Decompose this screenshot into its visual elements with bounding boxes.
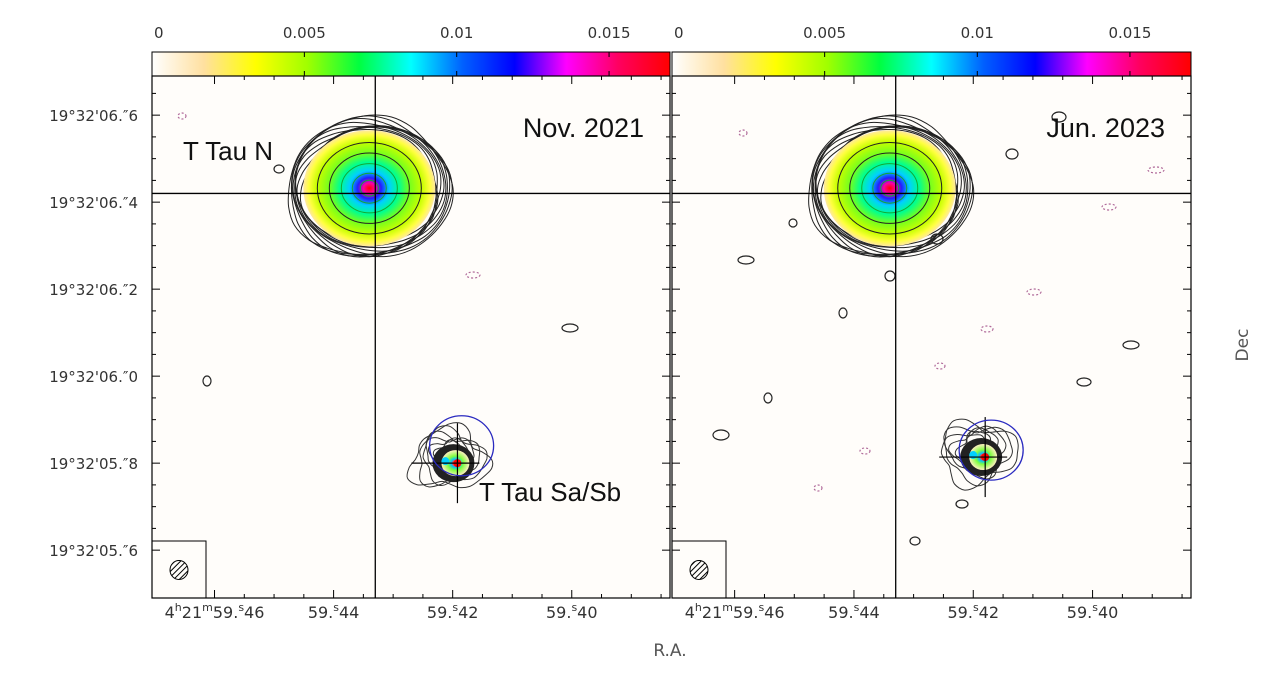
noise-contour bbox=[273, 164, 285, 174]
y-tick-label: 19°32'06.″2 bbox=[49, 281, 138, 299]
colorbar-tick-label: 0.005 bbox=[803, 24, 846, 42]
source-sb bbox=[969, 451, 978, 460]
colorbar-tick-label: 0.005 bbox=[283, 24, 326, 42]
x-axis-label: R.A. bbox=[653, 641, 686, 661]
y-tick-label: 19°32'06.″0 bbox=[49, 368, 138, 386]
y-tick-label: 19°32'06.″4 bbox=[49, 194, 138, 212]
y-tick-label: 19°32'05.″6 bbox=[49, 542, 138, 560]
noise-contour bbox=[1076, 377, 1092, 387]
plot-area bbox=[672, 76, 1191, 598]
x-tick-label: 4h21m59.s46 bbox=[685, 601, 785, 622]
x-tick-label: 59.s44 bbox=[828, 601, 880, 622]
contour-s bbox=[944, 425, 1007, 480]
colorbar-1 bbox=[671, 51, 1192, 77]
colorbar-tick-label: 0 bbox=[154, 24, 164, 42]
noise-contour bbox=[980, 325, 994, 333]
noise-contour bbox=[737, 255, 755, 265]
contour-s bbox=[406, 422, 494, 489]
panel-title: Jun. 2023 bbox=[1046, 113, 1165, 143]
noise-contour bbox=[788, 218, 798, 228]
noise-contour bbox=[763, 392, 773, 404]
beam-ellipse bbox=[169, 560, 189, 580]
y-tick-labels: 19°32'06.″6 19°32'06.″4 19°32'06.″2 19°32'0… bbox=[49, 107, 138, 560]
source-t-tau-n bbox=[303, 130, 436, 247]
x-tick-labels: 4h21m59.s46 59.s44 59.s42 59.s40 4h21m59.s46… bbox=[165, 601, 1119, 622]
panel-title: Nov. 2021 bbox=[523, 113, 644, 143]
source-t-tau-n bbox=[823, 130, 956, 247]
colorbar-tick-label: 0.01 bbox=[961, 24, 994, 42]
orbit-ellipse bbox=[428, 415, 495, 477]
orbit-ellipse bbox=[958, 419, 1024, 481]
noise-contour bbox=[813, 484, 823, 492]
plot-frame bbox=[151, 75, 671, 599]
contour-n bbox=[816, 126, 958, 247]
beam-ellipse bbox=[689, 560, 709, 580]
contour-n bbox=[296, 126, 437, 247]
panel-jun-2023: Jun. 2023 bbox=[671, 75, 1192, 599]
contour-n bbox=[294, 125, 438, 249]
contour-n-inner bbox=[340, 163, 398, 214]
x-tick-label: 59.s42 bbox=[427, 601, 479, 622]
contour-n-inner bbox=[849, 152, 931, 224]
contour-n-inner bbox=[880, 179, 900, 197]
contour-n-inner bbox=[316, 141, 422, 235]
panel-nov-2021: Nov. 2021 T Tau N T Tau Sa/Sb bbox=[151, 75, 671, 599]
colorbar-tick-label: 0.015 bbox=[588, 24, 631, 42]
plot-frame bbox=[671, 75, 1192, 599]
contour-n bbox=[815, 125, 959, 249]
noise-contour bbox=[177, 112, 187, 120]
colorbar-tick-label: 0.015 bbox=[1108, 24, 1151, 42]
noise-contour bbox=[1101, 203, 1117, 211]
contour-n bbox=[290, 115, 453, 255]
noise-contour bbox=[712, 429, 730, 441]
x-tick-label: 4h21m59.s46 bbox=[165, 601, 265, 622]
x-tick-label: 59.s40 bbox=[546, 601, 598, 622]
noise-contour bbox=[1005, 148, 1019, 160]
contour-n bbox=[808, 114, 975, 258]
x-tick-label: 59.s44 bbox=[308, 601, 360, 622]
noise-contour bbox=[202, 375, 212, 387]
plot-area bbox=[152, 76, 670, 598]
contour-n-inner bbox=[351, 172, 387, 204]
contour-n-inner bbox=[861, 163, 919, 214]
noise-contour bbox=[465, 271, 481, 279]
contour-n-inner bbox=[359, 179, 379, 197]
noise-contour bbox=[1147, 166, 1165, 174]
noise-contour bbox=[838, 307, 848, 319]
x-tick-label: 59.s42 bbox=[947, 601, 999, 622]
label-t-tau-s: T Tau Sa/Sb bbox=[479, 477, 621, 507]
contour-n-inner bbox=[872, 172, 908, 204]
noise-contour bbox=[909, 536, 921, 546]
noise-contour bbox=[955, 499, 969, 509]
noise-contour bbox=[859, 447, 871, 455]
y-axis-label: Dec bbox=[1233, 329, 1253, 362]
y-tick-label: 19°32'05.″8 bbox=[49, 455, 138, 473]
noise-contour bbox=[884, 270, 896, 282]
noise-contour bbox=[934, 362, 946, 370]
x-tick-label: 59.s40 bbox=[1067, 601, 1119, 622]
noise-contour bbox=[561, 323, 579, 333]
label-t-tau-n: T Tau N bbox=[183, 136, 273, 166]
contour-n-inner bbox=[328, 152, 410, 224]
noise-contour bbox=[1026, 288, 1042, 296]
noise-contour bbox=[1051, 111, 1067, 123]
noise-contour bbox=[1122, 340, 1140, 350]
colorbars: 0 0.005 0.01 0.015 0 0.005 0.01 0.015 bbox=[151, 24, 1192, 77]
contour-n-inner bbox=[837, 141, 943, 235]
y-tick-label: 19°32'06.″6 bbox=[49, 107, 138, 125]
contour-n bbox=[287, 114, 454, 258]
source-sb bbox=[441, 457, 450, 466]
colorbar-tick-label: 0 bbox=[674, 24, 684, 42]
noise-contour bbox=[738, 129, 748, 137]
colorbar-tick-label: 0.01 bbox=[440, 24, 473, 42]
colorbar-0 bbox=[151, 51, 671, 77]
contour-n bbox=[811, 115, 974, 255]
